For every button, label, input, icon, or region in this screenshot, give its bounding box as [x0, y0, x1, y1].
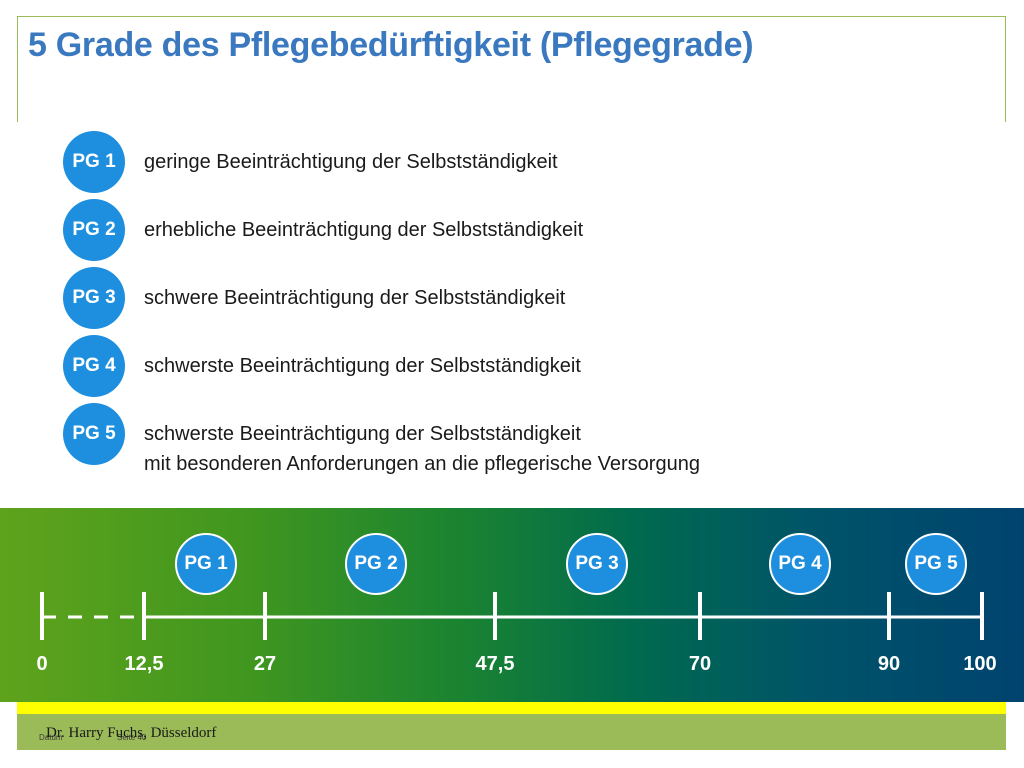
- level-description: erhebliche Beeinträchtigung der Selbstst…: [144, 219, 584, 241]
- level-description: geringe Beeinträchtigung der Selbstständ…: [144, 151, 558, 173]
- tick-label-12-5: 12,5: [124, 653, 164, 675]
- tick-label-47-5: 47,5: [475, 653, 515, 675]
- level-badge: PG 5: [63, 403, 125, 465]
- tick-label-27: 27: [253, 653, 277, 675]
- scale-marker-pg4: PG 4: [769, 533, 831, 595]
- level-description-line1: schwerste Beeinträchtigung der Selbststä…: [144, 423, 581, 445]
- tick-label-70: 70: [688, 653, 712, 675]
- scale-line-graphic: [40, 592, 984, 640]
- level-description: schwere Beeinträchtigung der Selbstständ…: [144, 287, 566, 309]
- title-frame: [17, 16, 1006, 122]
- level-description: schwerste Beeinträchtigung der Selbststä…: [144, 419, 700, 479]
- tick-label-0: 0: [36, 653, 48, 675]
- scale-marker-pg3: PG 3: [566, 533, 628, 595]
- level-description: schwerste Beeinträchtigung der Selbststä…: [144, 355, 581, 377]
- footer-page-number: Seite 40: [117, 733, 147, 742]
- tick-label-90: 90: [877, 653, 901, 675]
- page-title: 5 Grade des Pflegebedürftigkeit (Pflegeg…: [28, 26, 754, 64]
- tick-label-100: 100: [963, 653, 997, 675]
- footer-bar: Datum Seite 40 Dr. Harry Fuchs, Düsseldo…: [17, 714, 1006, 750]
- footer-author: Dr. Harry Fuchs, Düsseldorf: [46, 725, 217, 741]
- level-badge: PG 1: [63, 131, 125, 193]
- points-scale-band: PG 1 PG 2 PG 3 PG 4 PG 5 0 12,5 27 47,5 …: [0, 508, 1024, 702]
- level-badge: PG 4: [63, 335, 125, 397]
- level-badge: PG 3: [63, 267, 125, 329]
- level-badge: PG 2: [63, 199, 125, 261]
- scale-marker-pg5: PG 5: [905, 533, 967, 595]
- footer-date: Datum: [39, 733, 63, 742]
- scale-marker-pg2: PG 2: [345, 533, 407, 595]
- level-description-line2: mit besonderen Anforderungen an die pfle…: [144, 453, 700, 475]
- footer-highlight-bar: [17, 702, 1006, 714]
- scale-marker-pg1: PG 1: [175, 533, 237, 595]
